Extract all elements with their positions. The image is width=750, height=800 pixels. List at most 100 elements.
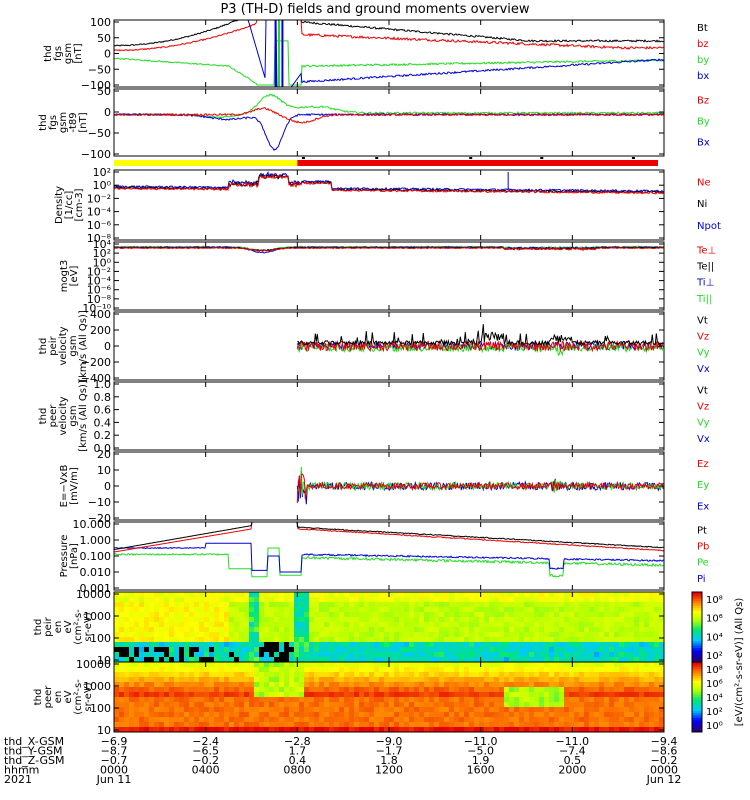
spectrogram-cell: [224, 657, 229, 662]
spectrogram-cell: [304, 672, 309, 677]
spectrogram-cell: [309, 687, 314, 692]
spectrogram-cell: [449, 692, 454, 697]
spectrogram-cell: [274, 612, 279, 617]
spectrogram-cell: [289, 602, 294, 607]
x-axis-value: 1200: [375, 764, 403, 777]
spectrogram-cell: [494, 642, 499, 647]
spectrogram-cell: [364, 612, 369, 617]
spectrogram-cell: [489, 667, 494, 672]
spectrogram-cell: [419, 607, 424, 612]
spectrogram-cell: [464, 662, 469, 667]
mode-bar-fast-survey: [297, 160, 658, 166]
spectrogram-cell: [479, 702, 484, 707]
spectrogram-cell: [164, 602, 169, 607]
spectrogram-cell: [114, 687, 119, 692]
spectrogram-cell: [539, 697, 544, 702]
spectrogram-cell: [329, 607, 334, 612]
spectrogram-cell: [359, 617, 364, 622]
spectrogram-cell: [589, 667, 594, 672]
spectrogram-cell: [639, 612, 644, 617]
spectrogram-cell: [219, 632, 224, 637]
spectrogram-cell: [279, 692, 284, 697]
spectrogram-cell: [294, 617, 299, 622]
spectrogram-cell: [274, 672, 279, 677]
spectrogram-cell: [369, 672, 374, 677]
spectrogram-cell: [354, 607, 359, 612]
spectrogram-cell: [209, 627, 214, 632]
spectrogram-cell: [529, 627, 534, 632]
colorbar-cell: [692, 715, 702, 719]
spectrogram-cell: [574, 622, 579, 627]
spectrogram-cell: [269, 727, 274, 732]
spectrogram-cell: [454, 727, 459, 732]
spectrogram-cell: [339, 647, 344, 652]
spectrogram-cell: [174, 617, 179, 622]
spectrogram-cell: [649, 672, 654, 677]
spectrogram-cell: [629, 692, 634, 697]
spectrogram-cell: [124, 712, 129, 717]
colorbar-cell: [692, 673, 702, 677]
spectrogram-cell: [369, 712, 374, 717]
spectrogram-cell: [544, 687, 549, 692]
spectrogram-cell: [444, 657, 449, 662]
spectrogram-cell: [374, 717, 379, 722]
spectrogram-cell: [389, 612, 394, 617]
y-tick-label: −400: [81, 372, 111, 385]
colorbar-cell: [692, 720, 702, 724]
spectrogram-cell: [539, 657, 544, 662]
y-axis-label: [nT]: [73, 43, 84, 63]
spectrogram-cell: [629, 597, 634, 602]
spectrogram-cell: [494, 727, 499, 732]
spectrogram-cell: [569, 607, 574, 612]
y-tick-label: −100: [81, 148, 111, 161]
spectrogram-cell: [474, 667, 479, 672]
spectrogram-cell: [519, 607, 524, 612]
spectrogram-cell: [159, 622, 164, 627]
spectrogram-cell: [179, 622, 184, 627]
spectrogram-cell: [344, 602, 349, 607]
spectrogram-cell: [559, 647, 564, 652]
spectrogram-cell: [324, 697, 329, 702]
spectrogram-cell: [454, 717, 459, 722]
y-axis-label: peir: [48, 335, 59, 355]
spectrogram-cell: [514, 712, 519, 717]
spectrogram-cell: [539, 667, 544, 672]
spectrogram-cell: [339, 692, 344, 697]
spectrogram-cell: [184, 697, 189, 702]
y-tick-label: 10: [97, 464, 111, 477]
spectrogram-cell: [599, 677, 604, 682]
spectrogram-cell: [289, 617, 294, 622]
spectrogram-cell: [219, 722, 224, 727]
peer-spectrogram: [114, 662, 664, 732]
spectrogram-cell: [489, 617, 494, 622]
spectrogram-cell: [529, 652, 534, 657]
spectrogram-cell: [259, 682, 264, 687]
spectrogram-cell: [504, 712, 509, 717]
spectrogram-cell: [459, 617, 464, 622]
spectrogram-cell: [269, 697, 274, 702]
y-tick-label: 0.8: [94, 391, 112, 404]
spectrogram-cell: [334, 627, 339, 632]
spectrogram-cell: [229, 607, 234, 612]
spectrogram-cell: [354, 612, 359, 617]
spectrogram-cell: [369, 592, 374, 597]
spectrogram-cell: [254, 722, 259, 727]
colorbar-cell: [692, 706, 702, 710]
spectrogram-cell: [204, 592, 209, 597]
spectrogram-cell: [134, 657, 139, 662]
y-tick-label: 10: [97, 654, 111, 667]
spectrogram-cell: [259, 622, 264, 627]
spectrogram-cell: [559, 602, 564, 607]
spectrogram-cell: [239, 652, 244, 657]
spectrogram-cell: [384, 727, 389, 732]
spectrogram-cell: [334, 602, 339, 607]
spectrogram-cell: [189, 722, 194, 727]
spectrogram-cell: [504, 637, 509, 642]
spectrogram-cell: [384, 627, 389, 632]
spectrogram-cell: [459, 677, 464, 682]
spectrogram-cell: [279, 607, 284, 612]
spectrogram-cell: [459, 602, 464, 607]
spectrogram-cell: [659, 702, 664, 707]
spectrogram-cell: [579, 697, 584, 702]
spectrogram-cell: [359, 652, 364, 657]
